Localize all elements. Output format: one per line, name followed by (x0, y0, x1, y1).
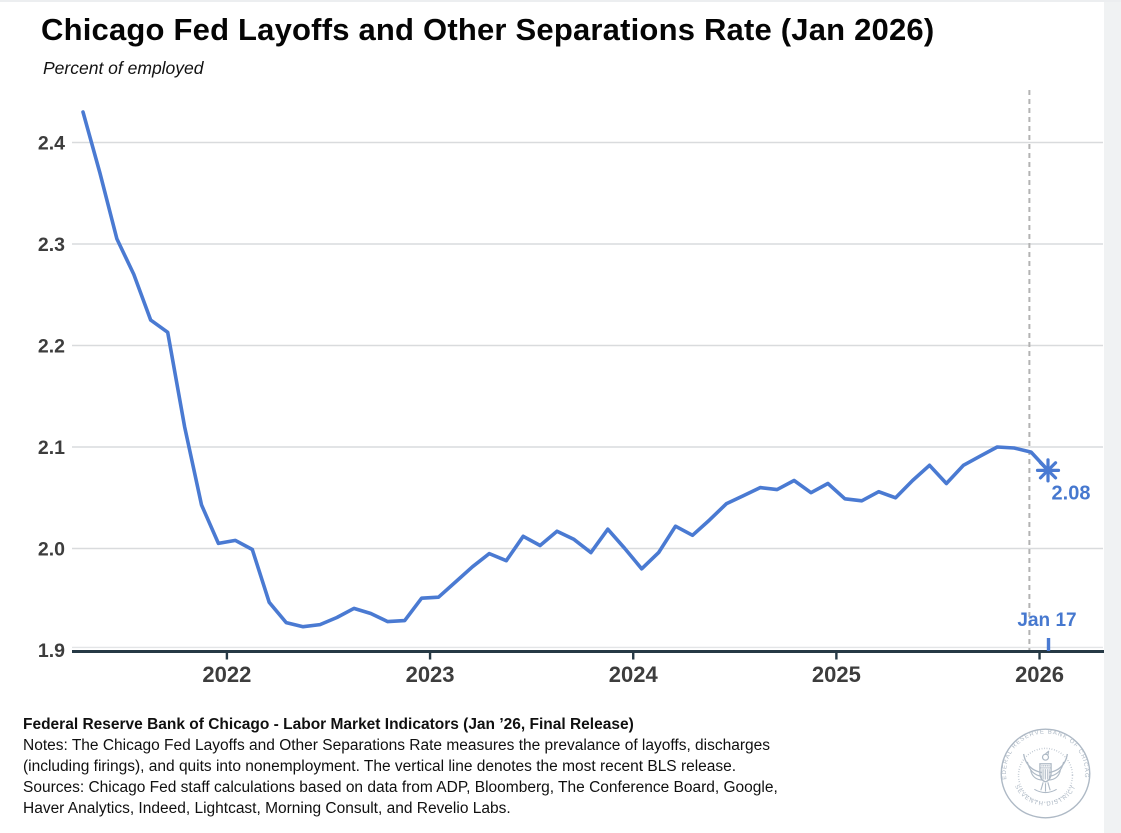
chicago-fed-seal-logo: FEDERAL RESERVE BANK OF CHICAGO SEVENTH … (999, 727, 1091, 819)
seal-detail (1040, 782, 1051, 792)
chart-title: Chicago Fed Layoffs and Other Separation… (41, 12, 935, 47)
seal-artwork (1000, 728, 1091, 819)
footer-sources-line2: Haver Analytics, Indeed, Lightcast, Morn… (23, 800, 511, 817)
seal-detail (1041, 753, 1050, 761)
y-tick-label: 2.1 (38, 437, 65, 459)
latest-value-label: 2.08 (1052, 482, 1091, 504)
seal-detail (1041, 765, 1043, 767)
seal-detail (1000, 728, 1091, 819)
latest-value-asterisk-marker (1038, 461, 1058, 480)
x-tick-label: 2022 (202, 662, 251, 687)
x-tick-label: 2024 (609, 662, 659, 687)
chart-subtitle: Percent of employed (43, 58, 204, 78)
seal-detail (1048, 770, 1061, 781)
footer-sources-line1: Sources: Chicago Fed staff calculations … (23, 779, 778, 796)
seal-detail (1034, 788, 1057, 794)
trend-line (81, 110, 1050, 629)
seal-detail (1043, 765, 1045, 767)
y-tick-label: 2.0 (38, 539, 65, 561)
y-tick-label: 2.2 (38, 336, 65, 358)
seal-detail (1048, 765, 1050, 767)
footer-notes-line1: Notes: The Chicago Fed Layoffs and Other… (23, 737, 771, 754)
release-date-label: Jan 17 (1017, 610, 1076, 631)
seal-detail (1046, 765, 1048, 767)
window-edge-strip (1104, 2, 1121, 833)
y-tick-label: 2.4 (38, 133, 65, 155)
seal-detail (1045, 750, 1050, 756)
footer-notes: Federal Reserve Bank of Chicago - Labor … (23, 714, 983, 819)
x-tick-label: 2023 (406, 662, 455, 687)
footer-source-title: Federal Reserve Bank of Chicago - Labor … (23, 716, 634, 733)
chart-area: 2022 2023 2024 2025 2026 2.4 2.3 2.2 2.1 2.0 1.9 2.… (38, 90, 1104, 687)
x-tick-label: 2025 (812, 662, 861, 687)
x-tick-label: 2026 (1015, 662, 1064, 687)
seal-detail (1023, 753, 1042, 774)
footer-notes-line2: (including firings), and quits into none… (23, 758, 737, 775)
y-tick-label: 1.9 (38, 640, 65, 662)
seal-detail (1039, 763, 1052, 783)
seal-detail (1049, 753, 1068, 774)
seal-detail (1044, 765, 1047, 767)
y-tick-label: 2.3 (38, 234, 65, 256)
seal-detail (1017, 747, 1074, 804)
seal-detail (1030, 770, 1043, 781)
